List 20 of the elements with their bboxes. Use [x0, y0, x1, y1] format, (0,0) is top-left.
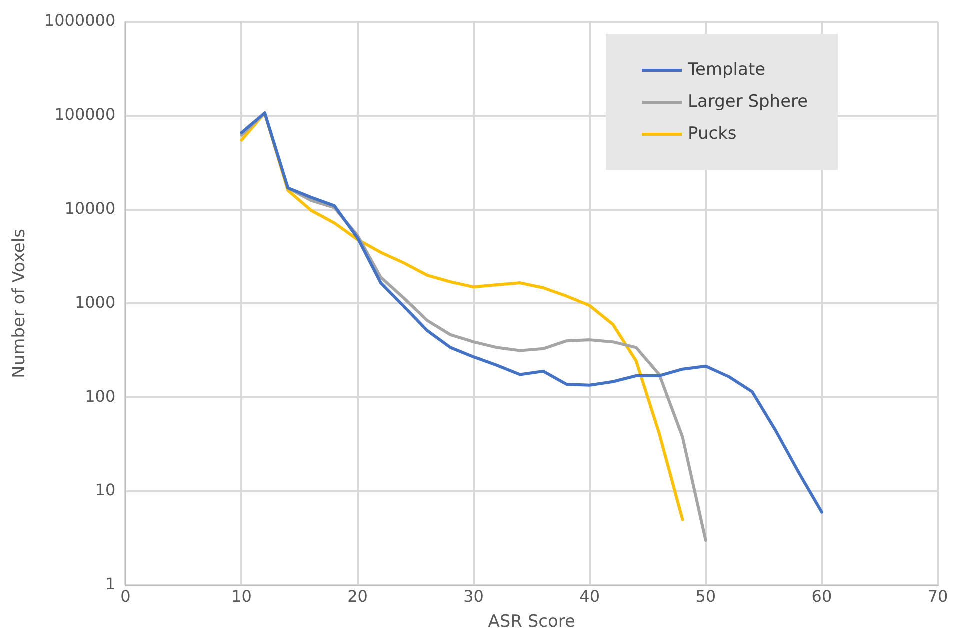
- x-tick-label: 70: [928, 587, 948, 606]
- y-tick-label: 100000: [54, 105, 116, 124]
- y-tick-label: 100: [85, 386, 116, 406]
- x-tick-label: 20: [348, 587, 368, 606]
- y-tick-label: 1000000: [44, 11, 116, 30]
- x-tick-label: 60: [812, 587, 832, 606]
- x-axis-title: ASR Score: [488, 612, 576, 632]
- x-tick-label: 30: [464, 587, 484, 606]
- y-tick-label: 1000: [74, 292, 116, 312]
- x-tick-label: 10: [232, 587, 252, 606]
- x-tick-label: 40: [580, 587, 600, 606]
- legend-label: Pucks: [688, 124, 737, 144]
- y-tick-label: 10000: [64, 198, 116, 218]
- y-tick-label: 10: [95, 480, 116, 500]
- y-tick-label: 1: [105, 574, 116, 594]
- legend-label: Template: [688, 60, 766, 80]
- y-axis-title: Number of Voxels: [10, 228, 30, 378]
- legend-label: Larger Sphere: [688, 92, 808, 112]
- x-tick-label: 0: [120, 587, 131, 606]
- x-tick-label: 50: [696, 587, 716, 606]
